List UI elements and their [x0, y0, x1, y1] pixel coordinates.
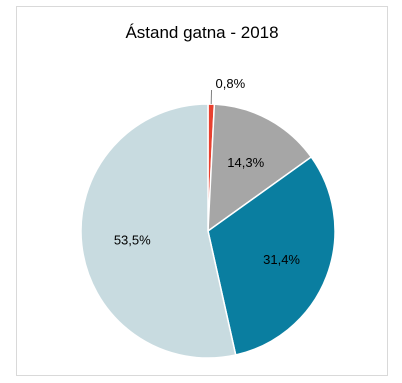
slice-label-3: 31,4%: [263, 252, 300, 267]
pie-slice-2: [207, 103, 313, 233]
pie-slice-4: [80, 103, 237, 359]
pie-chart: 0,8% 14,3% 31,4% 53,5%: [80, 76, 336, 359]
chart-title: Ástand gatna - 2018: [125, 23, 279, 42]
pie-slice-3: [207, 155, 336, 356]
slice-label-1: 0,8%: [216, 76, 246, 91]
slice-label-2: 14,3%: [227, 155, 264, 170]
chart-frame: Ástand gatna - 2018 0,8% 14,3% 31,4% 53,5%: [16, 6, 388, 376]
slice-label-4: 53,5%: [114, 232, 151, 247]
